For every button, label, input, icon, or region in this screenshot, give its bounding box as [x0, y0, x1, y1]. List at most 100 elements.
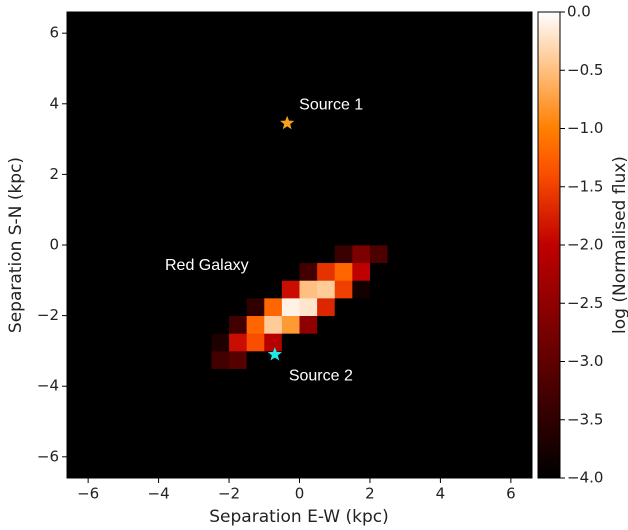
heatmap-cell [194, 227, 212, 245]
y-tick-label: 4 [49, 94, 59, 112]
heatmap-cell [352, 369, 370, 387]
source-label: Source 1 [299, 96, 363, 113]
heatmap-cell [194, 298, 212, 316]
heatmap-cell [282, 280, 300, 298]
heatmap-cell [247, 298, 265, 316]
heatmap-cell [211, 227, 229, 245]
colorbar-tick-label: −2.0 [567, 236, 603, 254]
heatmap-cell [317, 316, 335, 334]
heatmap-cell [264, 369, 282, 387]
x-axis-label: Separation E-W (kpc) [209, 507, 388, 527]
heatmap-cell [282, 298, 300, 316]
heatmap-cell [370, 369, 388, 387]
colorbar-tick-label: −2.5 [567, 294, 603, 312]
heatmap-cell [194, 351, 212, 369]
heatmap-cell [335, 245, 353, 263]
heatmap-cell [300, 333, 318, 351]
heatmap-cell [317, 333, 335, 351]
colorbar-tick-label: −1.5 [567, 177, 603, 195]
heatmap-cell [264, 333, 282, 351]
heatmap-cell [229, 227, 247, 245]
heatmap-cell [388, 245, 406, 263]
heatmap-cell [352, 316, 370, 334]
heatmap-cell [282, 316, 300, 334]
heatmap-cell [264, 263, 282, 281]
y-tick-label: −2 [37, 306, 59, 324]
heatmap-cell [264, 245, 282, 263]
x-tick-label: 4 [436, 485, 446, 503]
heatmap-cell [335, 298, 353, 316]
heatmap-cell [247, 280, 265, 298]
heatmap-cell [247, 351, 265, 369]
heatmap-cell [264, 280, 282, 298]
x-tick-label: −6 [77, 485, 99, 503]
y-tick-label: −6 [37, 447, 59, 465]
heatmap-cell [229, 333, 247, 351]
source-label: Source 2 [289, 368, 353, 385]
x-tick-label: 0 [295, 485, 305, 503]
heatmap-cell [388, 280, 406, 298]
y-axis-label: Separation S-N (kpc) [6, 157, 26, 333]
heatmap-cell [300, 280, 318, 298]
heatmap-cell [282, 227, 300, 245]
heatmap-cell [229, 316, 247, 334]
heatmap-cell [388, 263, 406, 281]
heatmap-cell [247, 369, 265, 387]
colorbar [538, 12, 560, 478]
heatmap-cell [247, 245, 265, 263]
heatmap-cell [335, 333, 353, 351]
heatmap-cell [194, 280, 212, 298]
y-tick-label: −4 [37, 377, 59, 395]
heatmap-cell [300, 227, 318, 245]
heatmap-cell [352, 298, 370, 316]
heatmap-cell [300, 298, 318, 316]
heatmap-cell [370, 263, 388, 281]
colorbar-label: log (Normalised flux) [610, 156, 628, 334]
heatmap-cell [229, 369, 247, 387]
heatmap-cell [370, 227, 388, 245]
heatmap-cell [264, 298, 282, 316]
heatmap-cell [317, 227, 335, 245]
heatmap-cell [211, 316, 229, 334]
heatmap-cell [370, 245, 388, 263]
y-tick-label: 6 [49, 24, 59, 42]
heatmap-cell [247, 227, 265, 245]
heatmap-cell [388, 298, 406, 316]
colorbar-tick-label: 0.0 [567, 3, 591, 21]
heatmap-cell [352, 280, 370, 298]
heatmap-cell [194, 333, 212, 351]
heatmap-cell [300, 316, 318, 334]
heatmap-cell [247, 263, 265, 281]
annotation: Red Galaxy [165, 257, 249, 274]
colorbar-tick-label: −4.0 [567, 469, 603, 487]
heatmap-cell [370, 316, 388, 334]
y-tick-label: 2 [49, 165, 59, 183]
heatmap-cell [282, 245, 300, 263]
heatmap-cell [352, 245, 370, 263]
heatmap-cell [352, 351, 370, 369]
heatmap-cell [317, 263, 335, 281]
heatmap-cell [211, 298, 229, 316]
x-tick-label: 2 [365, 485, 375, 503]
heatmap-cell [211, 280, 229, 298]
heatmap-cell [370, 333, 388, 351]
colorbar-tick-label: −3.5 [567, 410, 603, 428]
heatmap-cell [388, 369, 406, 387]
heatmap-cell [300, 351, 318, 369]
heatmap-cell [335, 316, 353, 334]
heatmap-cell [388, 316, 406, 334]
heatmap-cell [264, 227, 282, 245]
heatmap-cell [247, 316, 265, 334]
heatmap-cell [211, 333, 229, 351]
heatmap-cell [388, 351, 406, 369]
heatmap-cell [194, 369, 212, 387]
heatmap-cell [211, 369, 229, 387]
heatmap-cell [194, 316, 212, 334]
heatmap-cell [300, 245, 318, 263]
heatmap-cell [317, 245, 335, 263]
heatmap-cell [370, 280, 388, 298]
y-tick-label: 0 [49, 236, 59, 254]
heatmap-cell [370, 298, 388, 316]
heatmap-cell [300, 263, 318, 281]
heatmap-cell [335, 280, 353, 298]
